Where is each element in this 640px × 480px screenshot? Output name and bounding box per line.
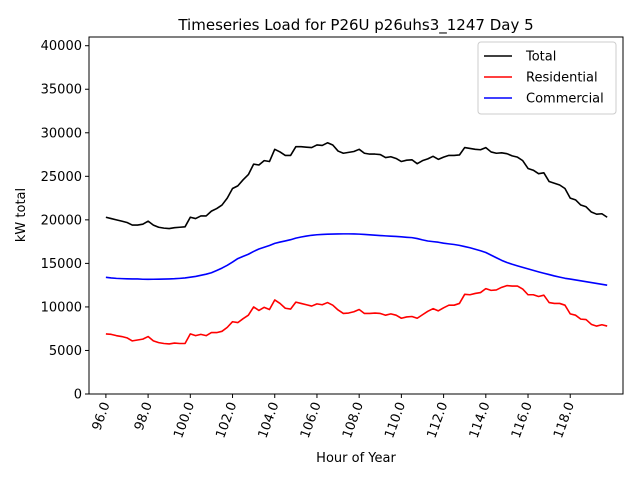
- x-tick-label: 102.0: [213, 400, 240, 440]
- plot-frame: [88, 36, 624, 395]
- legend-label-total: Total: [525, 50, 556, 65]
- x-axis: 96.0 98.0 100.0 102.0 104.0 106.0 108.0 110.0 11…: [90, 394, 578, 440]
- series-line-commercial: [105, 233, 608, 286]
- x-tick-label: 106.0: [298, 400, 325, 440]
- chart-title: Timeseries Load for P26U p26uhs3_1247 Da…: [177, 16, 533, 35]
- y-tick-label: 35000: [41, 83, 82, 98]
- series-line-total: [105, 141, 608, 230]
- y-tick-label: 0: [74, 388, 82, 403]
- chart-lines: [105, 141, 608, 345]
- x-tick-label: 118.0: [551, 400, 578, 440]
- y-tick-label: 25000: [41, 170, 82, 185]
- x-tick-label: 116.0: [509, 400, 536, 440]
- legend-label-commercial: Commercial: [526, 92, 604, 107]
- x-tick-label: 104.0: [256, 400, 283, 440]
- y-axis: 0 5000 10000 15000 20000 25000 30000 35000 40000: [41, 39, 89, 403]
- x-tick-label: 96.0: [90, 400, 114, 432]
- y-tick-label: 15000: [41, 257, 82, 272]
- legend: Total Residential Commercial: [477, 41, 617, 115]
- legend-box: [477, 41, 617, 115]
- y-tick-label: 40000: [41, 39, 82, 54]
- x-tick-label: 114.0: [467, 400, 494, 440]
- x-tick-label: 100.0: [171, 400, 198, 440]
- y-tick-label: 30000: [41, 126, 82, 141]
- x-tick-label: 112.0: [425, 400, 452, 440]
- x-axis-label: Hour of Year: [316, 451, 396, 466]
- y-tick-label: 20000: [41, 213, 82, 228]
- x-tick-label: 108.0: [340, 400, 367, 440]
- series-line-residential: [105, 284, 608, 345]
- x-tick-label: 98.0: [132, 400, 156, 432]
- legend-label-residential: Residential: [526, 71, 598, 86]
- y-axis-label: kW total: [14, 188, 29, 242]
- y-tick-label: 5000: [49, 344, 82, 359]
- y-tick-label: 10000: [41, 300, 82, 315]
- x-tick-label: 110.0: [382, 400, 409, 440]
